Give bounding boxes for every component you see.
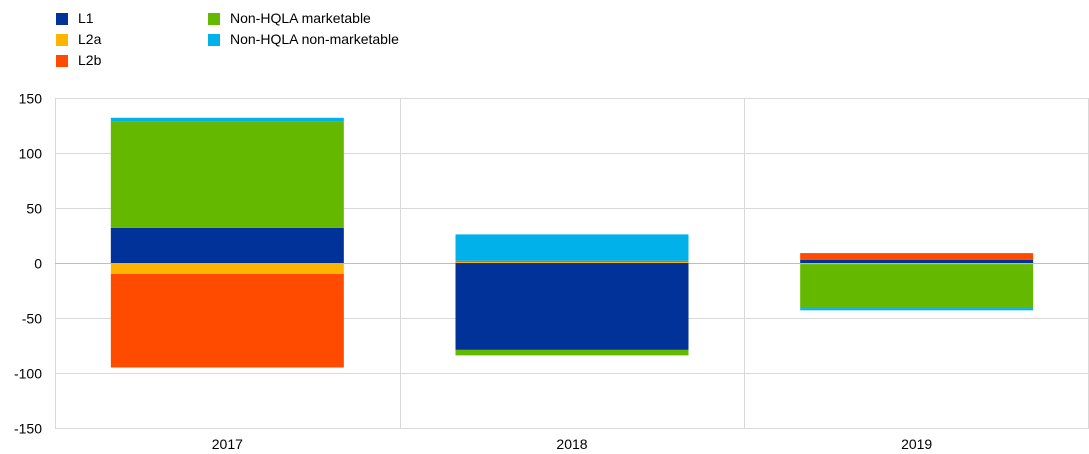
bar-segment-l2a-2017 — [110, 263, 344, 274]
bar-segment-l2a-2019 — [800, 263, 1034, 265]
bar-segment-non-hqla-marketable-2017 — [110, 121, 344, 228]
bar-layer — [110, 117, 1034, 368]
legend-swatch-l2b — [56, 54, 68, 67]
legend-swatch-l2a — [56, 33, 68, 46]
legend-label-l1: L1 — [78, 10, 94, 26]
y-tick-label: 150 — [19, 91, 43, 107]
bar-segment-l1-2018 — [455, 263, 689, 350]
bar-segment-non-hqla-non-marketable-2018 — [455, 234, 689, 261]
bar-segment-l2b-2018 — [455, 260, 689, 262]
legend-item-non-hqla-non-marketable: Non-HQLA non-marketable — [208, 31, 399, 48]
y-tick-label: 100 — [19, 146, 43, 162]
legend-item-l2a: L2a — [56, 31, 101, 48]
legend: L1 L2a L2b Non-HQLA marketable Non-HQLA … — [0, 10, 1089, 74]
bar-segment-non-hqla-marketable-2019 — [800, 264, 1034, 309]
legend-label-l2b: L2b — [78, 52, 102, 68]
bar-segment-l1-2017 — [110, 227, 344, 263]
bar-segment-l1-2019 — [800, 259, 1034, 263]
x-tick-label: 2017 — [212, 436, 243, 452]
bar-segment-non-hqla-non-marketable-2017 — [110, 117, 344, 122]
bar-segment-non-hqla-non-marketable-2019 — [800, 308, 1034, 311]
legend-item-non-hqla-marketable: Non-HQLA marketable — [208, 10, 371, 27]
legend-item-l2b: L2b — [56, 52, 101, 69]
legend-item-l1: L1 — [56, 10, 94, 27]
legend-label-non-hqla-marketable: Non-HQLA marketable — [230, 10, 371, 26]
legend-swatch-non-hqla-marketable — [208, 12, 220, 25]
label-layer: 150 100 50 0 -50 -100 -150 2017 2018 2019 — [14, 91, 932, 453]
y-tick-label: -100 — [14, 366, 42, 382]
bar-segment-l2a-2018 — [455, 261, 689, 263]
legend-swatch-non-hqla-non-marketable — [208, 33, 220, 46]
y-tick-label: 0 — [34, 256, 42, 272]
x-tick-label: 2019 — [901, 436, 932, 452]
y-tick-label: 50 — [26, 201, 42, 217]
y-tick-label: -50 — [22, 311, 42, 327]
legend-swatch-l1 — [56, 12, 68, 25]
bar-segment-non-hqla-marketable-2018 — [455, 349, 689, 356]
x-tick-label: 2018 — [556, 436, 587, 452]
bar-segment-l2b-2017 — [110, 274, 344, 368]
legend-label-l2a: L2a — [78, 31, 102, 47]
bar-segment-l2b-2019 — [800, 253, 1034, 260]
legend-label-non-hqla-non-marketable: Non-HQLA non-marketable — [230, 31, 399, 47]
y-tick-label: -150 — [14, 421, 42, 437]
